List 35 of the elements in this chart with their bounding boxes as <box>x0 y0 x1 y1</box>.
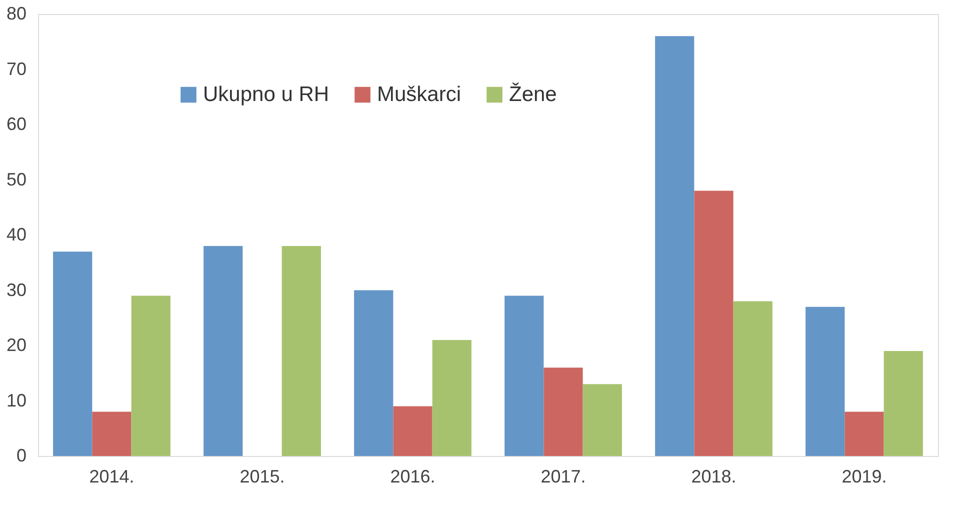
bar <box>806 306 845 456</box>
bar <box>582 384 622 456</box>
bar <box>282 246 321 456</box>
bar <box>393 406 432 456</box>
bar <box>844 412 884 456</box>
bar <box>884 351 923 456</box>
bar <box>694 190 734 456</box>
bar <box>204 246 243 456</box>
y-tick-label: 70 <box>6 58 26 79</box>
y-tick-label: 30 <box>6 280 26 300</box>
bar <box>131 296 170 456</box>
bar <box>544 368 583 456</box>
bar <box>53 252 92 456</box>
bar <box>733 301 772 456</box>
y-tick-label: 20 <box>6 335 26 355</box>
x-tick-label: 2014. <box>89 466 134 486</box>
bar <box>92 412 132 456</box>
y-tick-label: 60 <box>6 114 26 134</box>
legend-label: Žene <box>509 82 557 106</box>
legend-label: Ukupno u RH <box>203 82 330 106</box>
y-tick-label: 10 <box>6 390 26 410</box>
x-tick-label: 2017. <box>540 466 586 486</box>
x-tick-label: 2018. <box>691 466 736 486</box>
legend-label: Muškarci <box>377 82 462 106</box>
y-tick-label: 80 <box>6 4 26 24</box>
y-tick-label: 40 <box>6 224 26 244</box>
bar <box>655 36 694 456</box>
bar <box>504 296 544 456</box>
y-tick-label: 50 <box>6 169 26 190</box>
y-tick-label: 0 <box>16 446 26 466</box>
x-tick-label: 2015. <box>240 466 285 486</box>
x-tick-label: 2019. <box>842 466 887 486</box>
x-tick-label: 2016. <box>390 466 436 486</box>
bar <box>354 290 394 456</box>
bar <box>432 340 472 456</box>
